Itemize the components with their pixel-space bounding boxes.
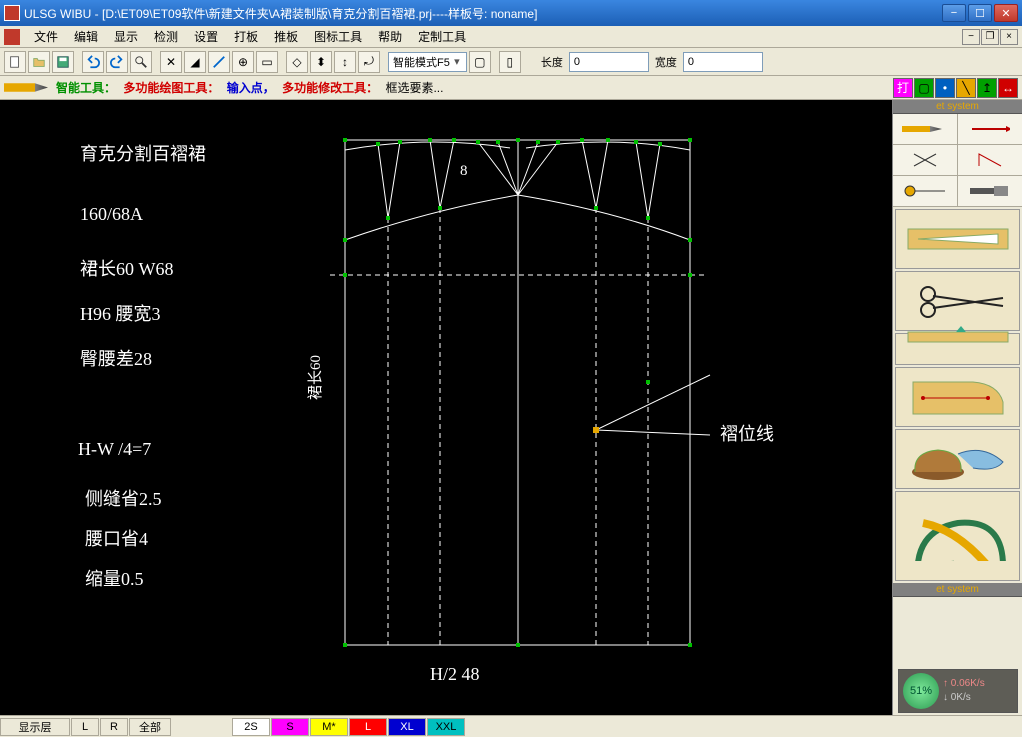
highlight-node — [593, 427, 599, 433]
length-label: 长度 — [537, 54, 567, 70]
menu-help[interactable]: 帮助 — [370, 26, 410, 47]
network-meter: 51% ↑ 0.06K/s ↓ 0K/s — [898, 669, 1018, 713]
length-input[interactable] — [569, 52, 649, 72]
window-title: ULSG WIBU - [D:\ET09\ET09软件\新建文件夹\A裙装制版\… — [24, 5, 942, 22]
tool-palette: et system et system — [892, 100, 1022, 715]
rbtn-h-icon[interactable]: ↔ — [998, 78, 1018, 98]
open-icon[interactable] — [28, 51, 50, 73]
pal-needle-icon[interactable] — [958, 114, 1022, 144]
hint-bar: 智能工具： 多功能绘图工具： 输入点， 多功能修改工具： 框选要素... 打 ▢… — [0, 76, 1022, 100]
mdi-restore-button[interactable]: ❐ — [981, 29, 999, 45]
l-button[interactable]: L — [71, 718, 99, 736]
pal-angle-icon[interactable] — [958, 145, 1022, 175]
mode-combo[interactable]: 智能模式F5▾ — [388, 52, 467, 72]
main-toolbar: ✕ ◢ ⊕ ▭ ◇ ⬍ ↕ ⤾ 智能模式F5▾ ▢ ▯ 长度 宽度 — [0, 48, 1022, 76]
canvas-l5: 臀腰差28 — [80, 349, 152, 369]
tool-d-icon[interactable]: ▭ — [256, 51, 278, 73]
maximize-button[interactable]: ☐ — [968, 4, 992, 22]
pal-cross-icon[interactable] — [893, 145, 958, 175]
close-button[interactable]: ✕ — [994, 4, 1018, 22]
canvas-l6: H-W /4=7 — [78, 439, 151, 459]
canvas-l4: H96 腰宽3 — [80, 304, 161, 324]
size-xxl[interactable]: XXL — [427, 718, 465, 736]
palette-header: et system — [893, 100, 1022, 114]
canvas-size: 160/68A — [80, 204, 143, 224]
tool-b-icon[interactable] — [208, 51, 230, 73]
canvas-title: 育克分割百褶裙 — [80, 144, 206, 164]
menu-custom[interactable]: 定制工具 — [410, 26, 474, 47]
canvas-bottom: H/2 48 — [430, 664, 480, 684]
size-s[interactable]: S — [271, 718, 309, 736]
save-icon[interactable] — [52, 51, 74, 73]
undo-icon[interactable] — [82, 51, 104, 73]
size-2s[interactable]: 2S — [232, 718, 270, 736]
size-l[interactable]: L — [349, 718, 387, 736]
menu-app-icon — [4, 29, 20, 45]
title-bar: ULSG WIBU - [D:\ET09\ET09软件\新建文件夹\A裙装制版\… — [0, 0, 1022, 26]
pal-dart-tool[interactable] — [895, 209, 1020, 269]
pal-measure-icon[interactable] — [893, 176, 958, 206]
piece-num: 8 — [460, 163, 468, 179]
canvas-l3: 裙长60 W68 — [80, 259, 174, 279]
menu-check[interactable]: 检测 — [146, 26, 186, 47]
rect-tool-icon[interactable]: ▢ — [469, 51, 491, 73]
pencil-icon — [4, 81, 48, 95]
layer-button[interactable]: 显示层 — [0, 718, 70, 736]
rbtn-rect-icon[interactable]: ▢ — [914, 78, 934, 98]
pal-brush-icon[interactable] — [958, 176, 1022, 206]
size-m[interactable]: M* — [310, 718, 348, 736]
r-button[interactable]: R — [100, 718, 128, 736]
menu-icontools[interactable]: 图标工具 — [306, 26, 370, 47]
tool-e-icon[interactable]: ◇ — [286, 51, 308, 73]
callout-label: 褶位线 — [720, 424, 774, 444]
menu-grade[interactable]: 推板 — [266, 26, 306, 47]
menu-view[interactable]: 显示 — [106, 26, 146, 47]
all-button[interactable]: 全部 — [129, 718, 171, 736]
pal-piece-tool[interactable] — [895, 367, 1020, 427]
tool-a-icon[interactable]: ◢ — [184, 51, 206, 73]
tool-g-icon[interactable]: ↕ — [334, 51, 356, 73]
minimize-button[interactable]: − — [942, 4, 966, 22]
menu-pattern[interactable]: 打板 — [226, 26, 266, 47]
pal-wash-tool[interactable] — [895, 429, 1020, 489]
width-input[interactable] — [683, 52, 763, 72]
menu-settings[interactable]: 设置 — [186, 26, 226, 47]
hint-text: 智能工具： 多功能绘图工具： 输入点， 多功能修改工具： 框选要素... — [54, 79, 445, 96]
pal-seam-tool[interactable] — [895, 333, 1020, 365]
mdi-minimize-button[interactable]: − — [962, 29, 980, 45]
size-xl[interactable]: XL — [388, 718, 426, 736]
rbtn-up-icon[interactable]: ↥ — [977, 78, 997, 98]
tool-c-icon[interactable]: ⊕ — [232, 51, 254, 73]
canvas-l7: 侧缝省2.5 — [85, 489, 162, 509]
mdi-close-button[interactable]: × — [1000, 29, 1018, 45]
canvas-l8: 腰口省4 — [85, 529, 148, 549]
erase-icon[interactable]: ✕ — [160, 51, 182, 73]
rbtn-diag-icon[interactable]: ╲ — [956, 78, 976, 98]
zoom-icon[interactable] — [130, 51, 152, 73]
rbtn-da[interactable]: 打 — [893, 78, 913, 98]
pal-pencil-icon[interactable] — [893, 114, 958, 144]
menu-bar: 文件 编辑 显示 检测 设置 打板 推板 图标工具 帮助 定制工具 − ❐ × — [0, 26, 1022, 48]
menu-file[interactable]: 文件 — [26, 26, 66, 47]
redo-icon[interactable] — [106, 51, 128, 73]
rbtn-dot-icon[interactable]: • — [935, 78, 955, 98]
net-down: ↓ 0K/s — [943, 691, 985, 705]
width-label: 宽度 — [651, 54, 681, 70]
main-area: 育克分割百褶裙 160/68A 裙长60 W68 H96 腰宽3 臀腰差28 H… — [0, 100, 1022, 715]
canvas-vlabel: 裙长60 — [307, 355, 324, 400]
canvas[interactable]: 育克分割百褶裙 160/68A 裙长60 W68 H96 腰宽3 臀腰差28 H… — [0, 100, 892, 715]
status-bar: 显示层 L R 全部 2S S M* L XL XXL — [0, 715, 1022, 737]
menu-edit[interactable]: 编辑 — [66, 26, 106, 47]
align-icon[interactable]: ▯ — [499, 51, 521, 73]
pal-curve-tool[interactable] — [895, 491, 1020, 581]
tool-h-icon[interactable]: ⤾ — [358, 51, 380, 73]
app-icon — [4, 5, 20, 21]
pal-scissors-tool[interactable] — [895, 271, 1020, 331]
net-percent: 51% — [903, 673, 939, 709]
tool-f-icon[interactable]: ⬍ — [310, 51, 332, 73]
canvas-l9: 缩量0.5 — [85, 569, 144, 589]
new-icon[interactable] — [4, 51, 26, 73]
net-up: ↑ 0.06K/s — [943, 677, 985, 691]
palette-footer: et system — [893, 583, 1022, 597]
